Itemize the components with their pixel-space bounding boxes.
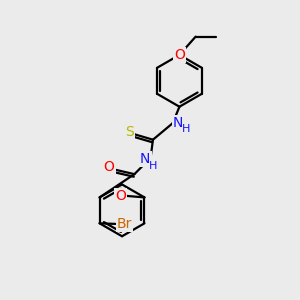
Text: O: O xyxy=(174,48,185,62)
Text: N: N xyxy=(140,152,151,166)
Text: O: O xyxy=(115,189,126,203)
Text: S: S xyxy=(125,125,134,139)
Text: O: O xyxy=(103,160,115,174)
Text: Br: Br xyxy=(117,217,132,231)
Text: N: N xyxy=(173,116,183,130)
Text: H: H xyxy=(182,124,190,134)
Text: H: H xyxy=(149,160,158,171)
